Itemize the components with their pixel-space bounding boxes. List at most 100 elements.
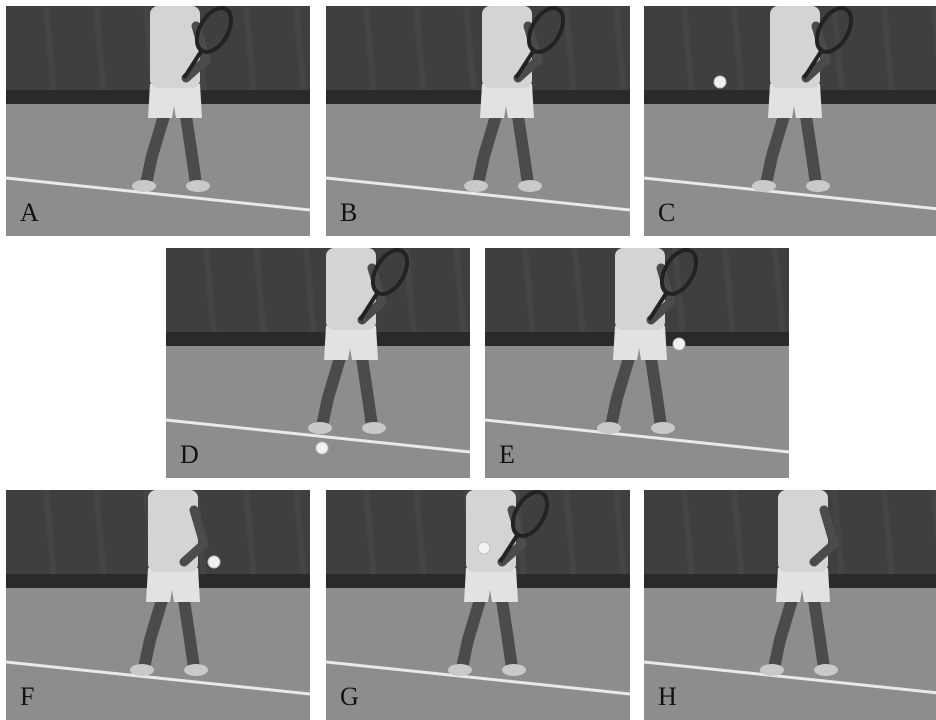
panel-label: C [658,198,676,227]
curtain-fold [293,490,307,579]
panel-f-photo [6,490,310,720]
curtain-fold [453,248,467,337]
right-shoe [814,664,838,676]
tennis-ball [672,337,686,351]
shirt [148,490,198,572]
curtain-fold [881,490,895,579]
left-leg [605,352,635,432]
shorts [776,568,830,602]
court-line [644,176,936,211]
shirt [466,490,516,572]
curtain-fold [363,490,377,579]
arm [357,263,388,325]
right-shoe [518,180,542,192]
curtain-fold [563,490,577,579]
curtain-fold [243,6,257,95]
panel-h-photo [644,490,936,720]
right-leg [180,110,202,190]
curtain-fold [363,6,377,95]
court-line [326,176,630,212]
panel-d-photo [166,248,470,478]
shirt [615,248,665,330]
arm [181,21,212,83]
left-shoe [464,180,488,192]
shorts [768,84,822,118]
right-leg [800,110,822,190]
racket-handle [802,48,824,80]
curtain-fold [43,6,57,95]
left-leg [140,110,170,190]
curtain-fold [303,248,317,337]
right-shoe [184,664,208,676]
panel-c-photo [644,6,936,236]
court-line [6,660,310,696]
curtain-fold [722,248,736,337]
shirt [326,248,376,330]
right-leg [356,352,378,432]
right-leg [645,352,667,432]
left-leg [138,594,168,674]
arm [497,505,528,567]
curtain-fold [293,6,307,95]
arm [801,21,832,83]
right-shoe [502,664,526,676]
curtain-fold [681,6,695,95]
tennis-ball [713,75,727,89]
shirt [778,490,828,572]
right-leg [512,110,534,190]
curtain-fold [831,490,845,579]
arm [646,263,677,325]
wall-base [166,332,470,346]
left-shoe [760,664,784,676]
curtain-fold [563,6,577,95]
racket-head [510,490,550,538]
left-leg [768,594,798,674]
panel-g-photo [326,490,630,720]
right-leg [496,594,518,674]
curtain-fold [931,490,936,546]
curtain-fold [243,490,257,579]
panel-a: A [6,6,310,236]
court-line [166,418,470,454]
curtain-fold [43,490,57,579]
panel-b: B [326,6,630,236]
panel-f: F [6,490,310,720]
panel-h: H [644,490,936,720]
panel-label: G [340,682,359,711]
shirt [150,6,200,88]
curtain-backdrop [166,248,470,336]
right-shoe [806,180,830,192]
panel-c: C [644,6,936,236]
curtain-fold [613,490,627,579]
curtain-fold [413,490,427,579]
left-leg [456,594,486,674]
shorts [324,326,378,360]
shorts [480,84,534,118]
left-shoe [132,180,156,192]
curtain-fold [253,248,267,337]
right-shoe [362,422,386,434]
racket-head [526,6,566,54]
racket-handle [358,290,380,322]
right-leg [808,594,830,674]
panel-label: B [340,198,358,227]
left-shoe [752,180,776,192]
arm [513,21,544,83]
left-shoe [130,664,154,676]
left-shoe [448,664,472,676]
shirt [770,6,820,88]
panel-b-photo [326,6,630,236]
racket-head [659,248,699,296]
racket-handle [498,532,520,564]
panel-label: A [20,198,39,227]
panel-e-photo [485,248,789,478]
court-line [326,660,630,696]
racket-head [370,248,410,296]
panel-e: E [485,248,789,478]
curtain-backdrop [326,6,630,94]
curtain-fold [931,6,936,62]
panel-g: G [326,490,630,720]
panel-label: F [20,682,35,711]
curtain-fold [772,248,786,337]
panel-label: D [180,440,199,469]
